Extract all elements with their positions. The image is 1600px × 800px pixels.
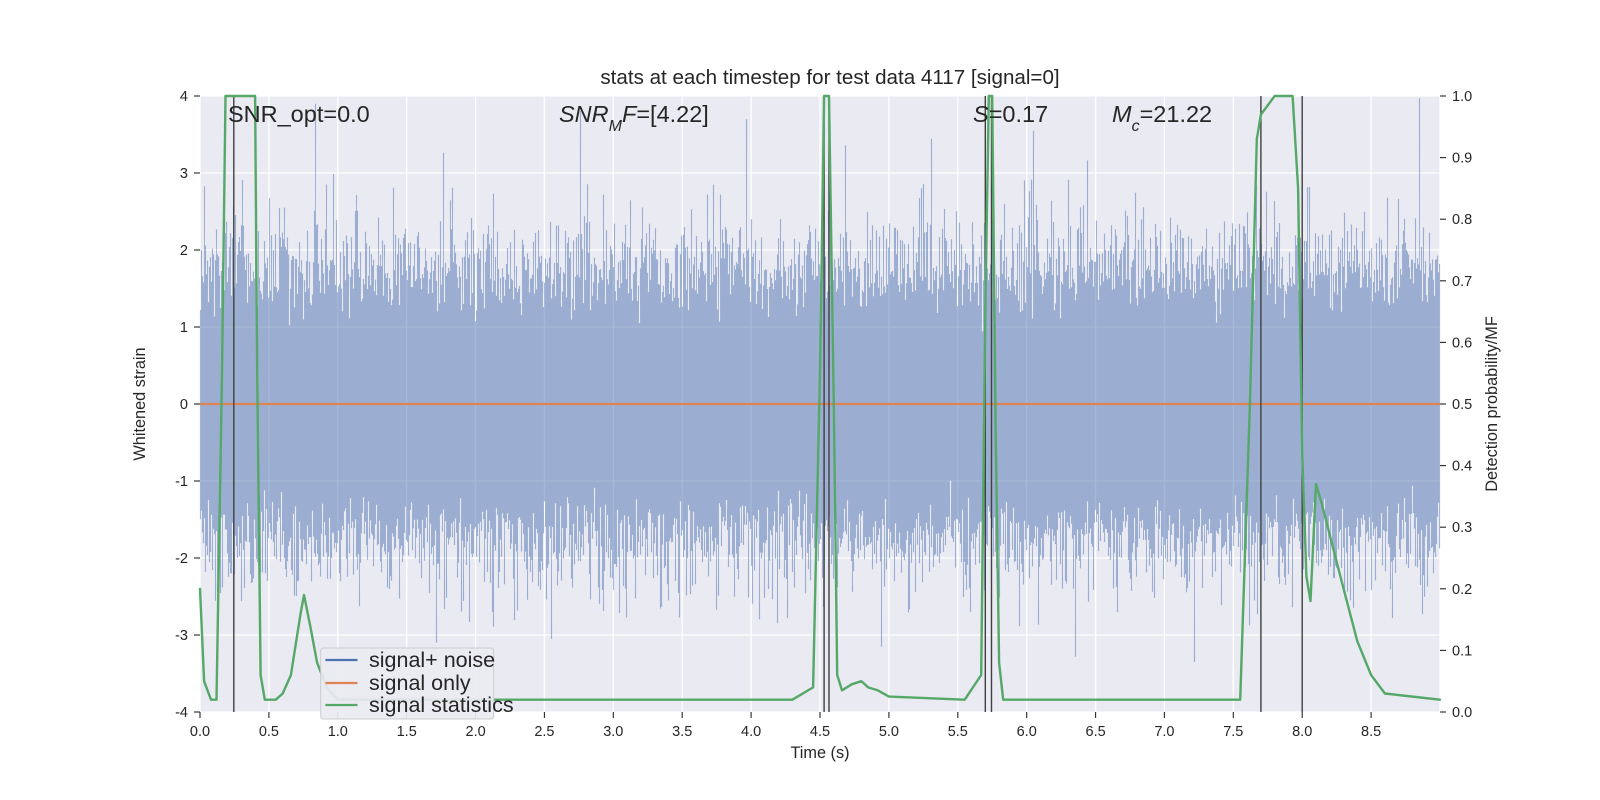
svg-text:SNR_opt=0.0: SNR_opt=0.0 bbox=[228, 101, 370, 127]
svg-text:8.5: 8.5 bbox=[1361, 724, 1381, 740]
svg-text:Whitened strain: Whitened strain bbox=[131, 347, 149, 460]
svg-text:1: 1 bbox=[180, 320, 188, 336]
svg-text:0.9: 0.9 bbox=[1452, 151, 1472, 167]
svg-text:3: 3 bbox=[180, 166, 188, 182]
svg-text:0.4: 0.4 bbox=[1452, 459, 1472, 475]
svg-text:signal+ noise: signal+ noise bbox=[369, 648, 495, 672]
svg-text:1.5: 1.5 bbox=[397, 724, 417, 740]
svg-text:8.0: 8.0 bbox=[1292, 724, 1312, 740]
svg-text:4.5: 4.5 bbox=[810, 724, 830, 740]
svg-text:4: 4 bbox=[180, 89, 188, 105]
svg-text:2: 2 bbox=[180, 243, 188, 259]
svg-text:6.5: 6.5 bbox=[1086, 724, 1106, 740]
svg-text:signal only: signal only bbox=[369, 671, 471, 695]
svg-text:0.3: 0.3 bbox=[1452, 520, 1472, 536]
svg-text:7.5: 7.5 bbox=[1223, 724, 1243, 740]
svg-text:0.0: 0.0 bbox=[1452, 705, 1472, 721]
svg-text:0.2: 0.2 bbox=[1452, 582, 1472, 598]
svg-text:stats at each timestep for tes: stats at each timestep for test data 411… bbox=[600, 66, 1059, 89]
svg-text:3.0: 3.0 bbox=[603, 724, 623, 740]
svg-text:-3: -3 bbox=[175, 628, 188, 644]
svg-text:0.8: 0.8 bbox=[1452, 212, 1472, 228]
svg-text:5.0: 5.0 bbox=[879, 724, 899, 740]
svg-text:S=0.17: S=0.17 bbox=[973, 101, 1048, 127]
svg-text:Detection probability/MF: Detection probability/MF bbox=[1483, 316, 1501, 492]
svg-text:0.0: 0.0 bbox=[190, 724, 210, 740]
svg-text:6.0: 6.0 bbox=[1017, 724, 1037, 740]
svg-text:-2: -2 bbox=[175, 551, 188, 567]
svg-text:5.5: 5.5 bbox=[948, 724, 968, 740]
svg-text:signal statistics: signal statistics bbox=[369, 693, 514, 717]
svg-text:0.5: 0.5 bbox=[1452, 397, 1472, 413]
svg-text:1.0: 1.0 bbox=[1452, 89, 1472, 105]
svg-text:7.0: 7.0 bbox=[1154, 724, 1174, 740]
svg-text:3.5: 3.5 bbox=[672, 724, 692, 740]
svg-text:-4: -4 bbox=[175, 705, 188, 721]
svg-text:Time (s): Time (s) bbox=[790, 744, 849, 762]
svg-text:2.5: 2.5 bbox=[534, 724, 554, 740]
svg-text:1.0: 1.0 bbox=[328, 724, 348, 740]
svg-text:4.0: 4.0 bbox=[741, 724, 761, 740]
svg-text:0: 0 bbox=[180, 397, 188, 413]
svg-text:2.0: 2.0 bbox=[466, 724, 486, 740]
svg-text:-1: -1 bbox=[175, 474, 188, 490]
svg-text:0.5: 0.5 bbox=[259, 724, 279, 740]
svg-text:0.6: 0.6 bbox=[1452, 335, 1472, 351]
svg-text:0.7: 0.7 bbox=[1452, 274, 1472, 290]
svg-text:0.1: 0.1 bbox=[1452, 643, 1472, 659]
